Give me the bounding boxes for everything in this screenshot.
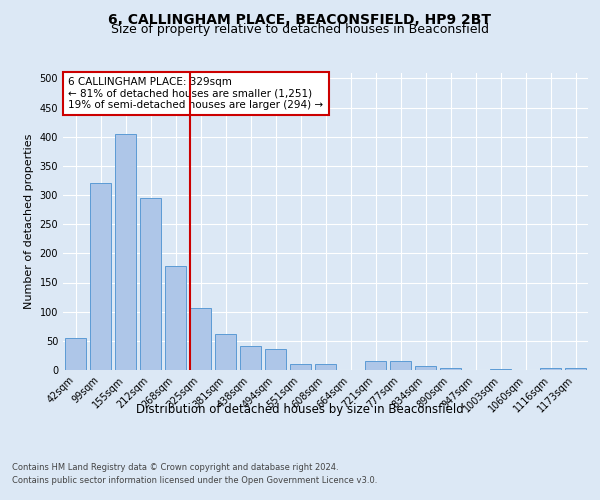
Bar [90,184,111,370]
Y-axis label: Number of detached properties: Number of detached properties [24,134,34,309]
Bar [415,366,436,370]
Bar [565,368,586,370]
Bar [540,368,561,370]
Text: 6, CALLINGHAM PLACE, BEACONSFIELD, HP9 2BT: 6, CALLINGHAM PLACE, BEACONSFIELD, HP9 2… [109,12,491,26]
Bar [440,368,461,370]
Bar [215,334,236,370]
Text: Distribution of detached houses by size in Beaconsfield: Distribution of detached houses by size … [136,402,464,415]
Text: Contains HM Land Registry data © Crown copyright and database right 2024.: Contains HM Land Registry data © Crown c… [12,462,338,471]
Bar [265,349,286,370]
Text: Size of property relative to detached houses in Beaconsfield: Size of property relative to detached ho… [111,22,489,36]
Bar [315,364,336,370]
Text: Contains public sector information licensed under the Open Government Licence v3: Contains public sector information licen… [12,476,377,485]
Text: 6 CALLINGHAM PLACE: 329sqm
← 81% of detached houses are smaller (1,251)
19% of s: 6 CALLINGHAM PLACE: 329sqm ← 81% of deta… [68,77,323,110]
Bar [115,134,136,370]
Bar [190,308,211,370]
Bar [390,361,411,370]
Bar [365,361,386,370]
Bar [240,346,261,370]
Bar [65,338,86,370]
Bar [290,364,311,370]
Bar [140,198,161,370]
Bar [165,266,186,370]
